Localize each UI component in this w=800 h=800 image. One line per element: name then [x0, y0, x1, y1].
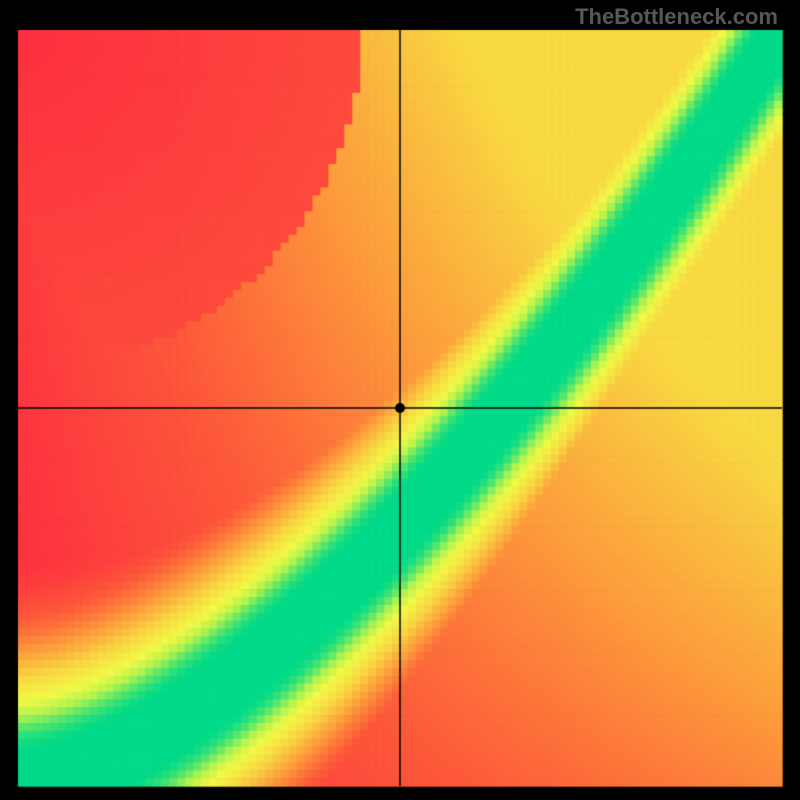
watermark-text: TheBottleneck.com — [575, 4, 778, 30]
bottleneck-heatmap — [0, 0, 800, 800]
chart-container: TheBottleneck.com — [0, 0, 800, 800]
